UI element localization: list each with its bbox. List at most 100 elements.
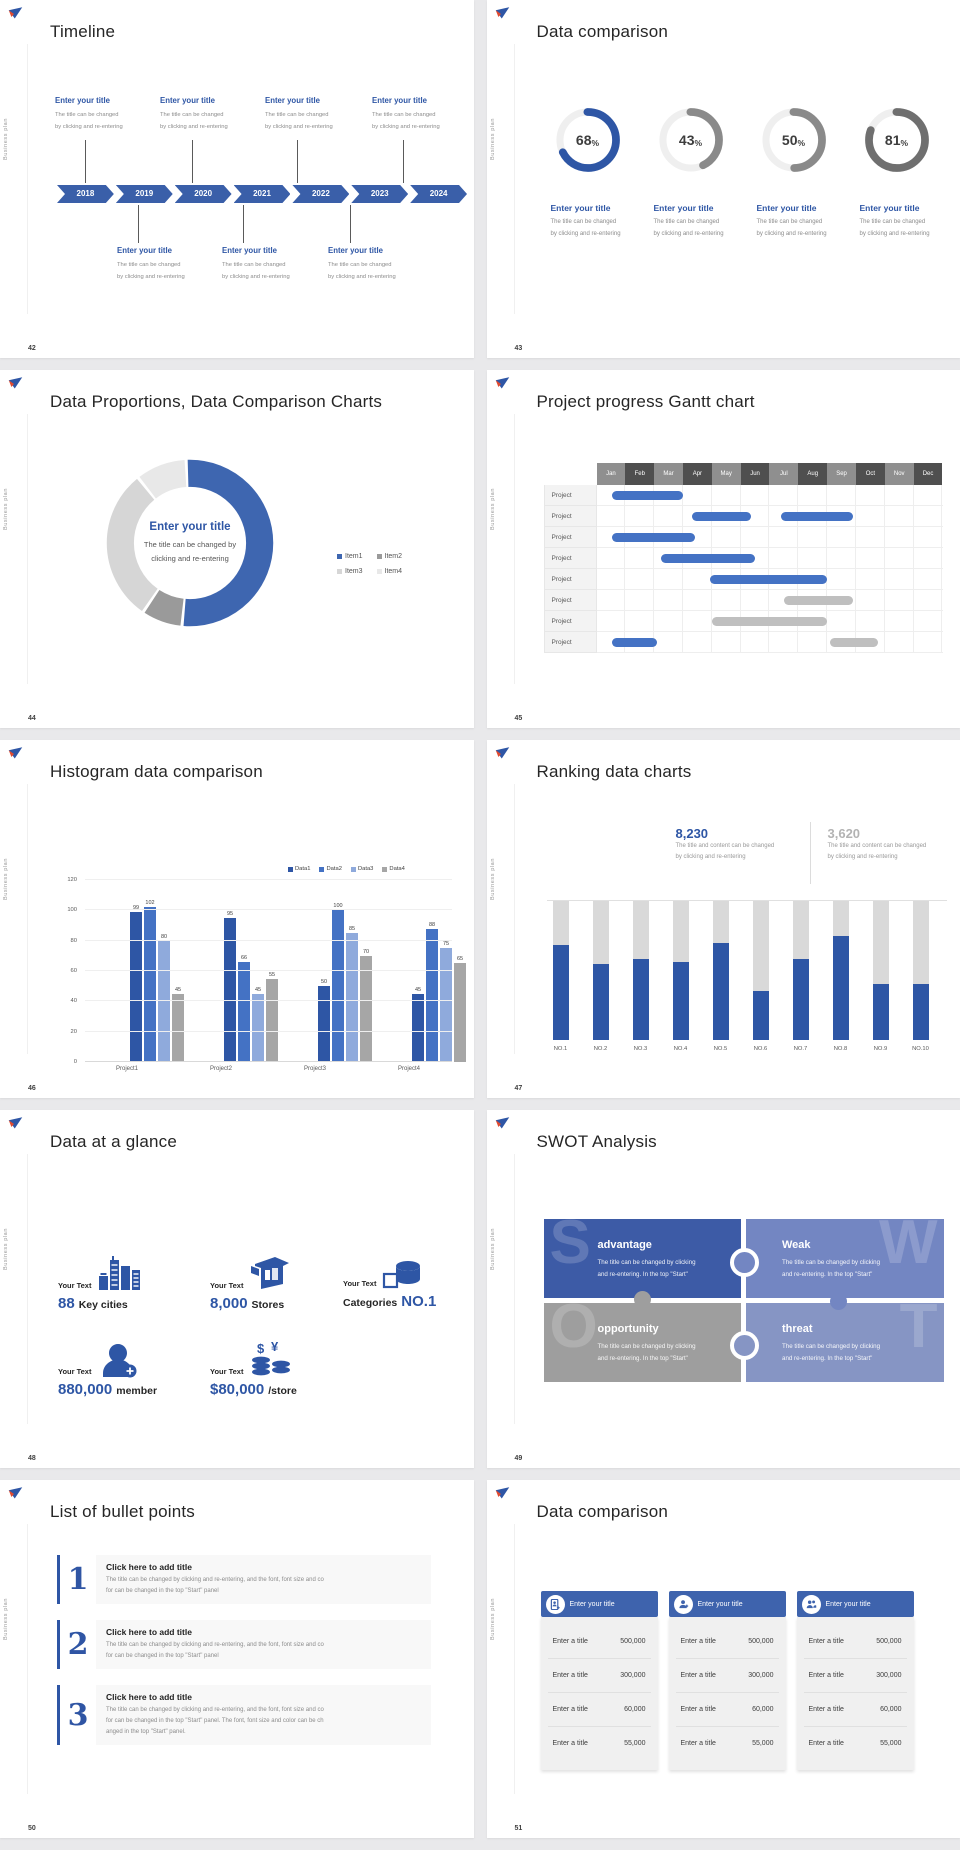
swot-heading: Weak [782, 1239, 811, 1251]
timeline-connector [297, 140, 298, 183]
swot-desc: The title can be changed by clicking [782, 1259, 881, 1266]
gantt-row: Project [543, 569, 943, 590]
row-label: Enter a title [808, 1706, 844, 1713]
donut-center-text: Enter your title The title can be change… [140, 493, 240, 593]
table-row: Enter a title 500,000 [548, 1625, 651, 1658]
bar-value-label: 85 [348, 926, 356, 933]
legend-label: Data3 [357, 866, 374, 872]
slide-50-bullet-points[interactable]: Business plan List of bullet points 1 Cl… [0, 1480, 474, 1838]
legend-item: Data1 [288, 866, 310, 872]
entry-desc: by clicking and re-entering [55, 123, 123, 130]
timeline-entry: Enter your title The title can be change… [372, 96, 440, 133]
brand-logo-icon [495, 377, 509, 389]
gantt-row-label: Project [543, 590, 597, 611]
gantt-row: Project [543, 611, 943, 632]
stat-value: 8,000 [210, 1295, 248, 1312]
gantt-month-label: Dec [913, 463, 943, 485]
margin-divider [27, 44, 28, 314]
row-label: Enter a title [808, 1672, 844, 1679]
bar-value-label: 95 [226, 910, 234, 917]
legend-item: Data4 [382, 866, 405, 872]
ranking-category-label: NO.7 [793, 1046, 808, 1052]
row-value: 60,000 [880, 1706, 902, 1713]
page-number: 47 [514, 1085, 523, 1092]
slide-46-histogram[interactable]: Business plan Histogram data comparison … [0, 740, 474, 1098]
ranking-column: NO.2 [592, 901, 609, 1052]
ranking-fill [672, 962, 689, 1040]
y-tick-label: 100 [67, 907, 77, 914]
slide-title: SWOT Analysis [536, 1132, 657, 1151]
swot-desc: The title can be changed by clicking [782, 1343, 881, 1350]
entry-title: Enter your title [160, 96, 216, 105]
stat-label: Your Text [210, 1281, 244, 1290]
slide-42-timeline[interactable]: Business plan Timeline Enter your title … [0, 0, 474, 358]
timeline-year: 2020 [175, 185, 232, 203]
ranking-column: NO.8 [832, 901, 849, 1052]
stat-key-cities: Your Text 88 Key cities [58, 1256, 143, 1312]
slide-44-data-proportions[interactable]: Business plan Data Proportions, Data Com… [0, 370, 474, 728]
page-number: 48 [28, 1455, 36, 1462]
row-label: Enter a title [552, 1706, 588, 1713]
slide-47-ranking[interactable]: Business plan Ranking data charts 8,230 … [486, 740, 960, 1098]
slide-51-data-comparison-tables[interactable]: Business plan Data comparison Enter your… [486, 1480, 960, 1838]
sidebar-brand-label: Business plan [489, 488, 496, 531]
row-value: 300,000 [876, 1672, 902, 1679]
bullet-heading: Click here to add title [106, 1627, 192, 1637]
stat-value: 8,230 [675, 826, 709, 841]
slide-43-data-comparison[interactable]: Business plan Data comparison 68% Enter … [486, 0, 960, 358]
x-axis-labels: Project1 Project2 Project3 Project4 [55, 1066, 452, 1072]
slide-title: Timeline [50, 22, 116, 41]
row-value: 60,000 [624, 1706, 646, 1713]
page-number: 44 [28, 715, 36, 722]
swot-heading: advantage [597, 1239, 652, 1251]
ranking-fill [552, 945, 569, 1040]
table-row: Enter a title 55,000 [547, 1726, 651, 1760]
ranking-track [552, 901, 569, 1040]
entry-title: Enter your title [328, 246, 384, 255]
stat-members: Your Text 880,000 member [58, 1342, 157, 1398]
category-label: Project2 [209, 1066, 232, 1072]
timeline-entry: Enter your title The title can be change… [160, 96, 228, 133]
slide-49-swot[interactable]: Business plan SWOT Analysis S advantage … [486, 1110, 960, 1468]
margin-divider [513, 1524, 515, 1794]
gantt-bar [612, 491, 683, 500]
gantt-bar [783, 596, 854, 605]
slide-title: Data at a glance [50, 1132, 178, 1151]
timeline-entry: Enter your title The title can be change… [328, 246, 396, 283]
swot-desc: and re-entering. In the top "Start" [782, 1355, 873, 1362]
bullet-number: 1 [57, 1555, 96, 1605]
gantt-month-label: Jun [740, 463, 770, 485]
stat-value: NO.1 [401, 1293, 437, 1310]
ranking-fill [592, 963, 609, 1040]
stat-revenue-per-store: Your Text $ ¥ $80,000 /store [210, 1342, 297, 1398]
table-row: Enter a title 60,000 [547, 1692, 651, 1726]
slide-title: Histogram data comparison [50, 762, 263, 781]
row-label: Enter a title [680, 1672, 716, 1679]
entry-desc: The title can be changed [372, 112, 436, 118]
brand-logo-icon [8, 7, 23, 19]
slide-45-gantt-chart[interactable]: Business plan Project progress Gantt cha… [486, 370, 960, 728]
legend-swatch [376, 554, 382, 559]
timeline-year: 2019 [116, 185, 173, 203]
kpi-item: 50% Enter your title The title can be ch… [757, 103, 847, 239]
bar [412, 993, 424, 1062]
data-card: Enter your title Enter a title 500,000 En… [796, 1591, 914, 1770]
ranking-column: NO.9 [872, 901, 889, 1052]
bar [426, 928, 438, 1062]
puzzle-knob [633, 1291, 651, 1308]
entry-desc: The title can be changed [265, 112, 329, 118]
bar-value-label: 100 [333, 903, 343, 910]
coins-icon: $ ¥ [252, 1342, 291, 1376]
kpi-item: 81% Enter your title The title can be ch… [860, 103, 950, 239]
kpi-item: 68% Enter your title The title can be ch… [551, 103, 641, 239]
legend-swatch [382, 866, 388, 872]
bar [266, 978, 278, 1062]
stat-divider [809, 822, 811, 884]
ranking-column: NO.6 [752, 901, 769, 1052]
gantt-corner [544, 463, 597, 485]
gantt-row: Project [543, 590, 943, 611]
slide-48-data-at-a-glance[interactable]: Business plan Data at a glance Your Text… [0, 1110, 474, 1468]
kpi-desc: The title can be changed [653, 219, 720, 225]
gridline [85, 970, 452, 971]
